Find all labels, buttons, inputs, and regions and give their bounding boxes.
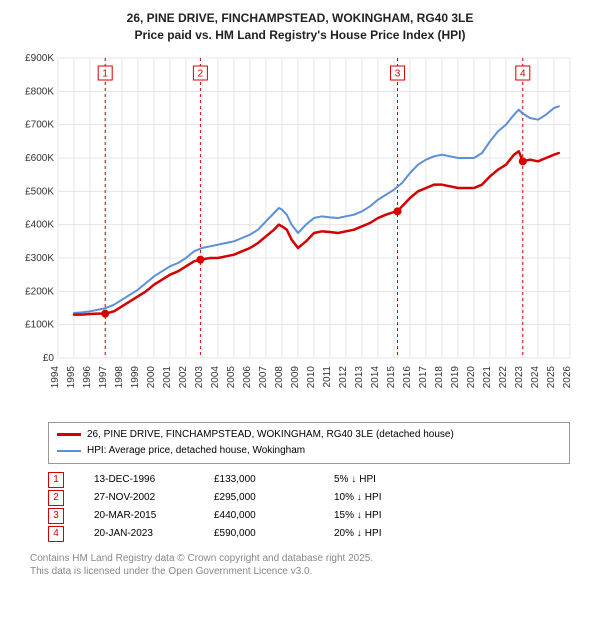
x-tick-label: 2018 [434, 365, 445, 388]
x-tick-label: 2004 [210, 365, 221, 388]
x-tick-label: 2012 [338, 365, 349, 388]
x-tick-label: 2026 [562, 365, 573, 388]
event-row-badge: 1 [48, 472, 64, 488]
legend-label: 26, PINE DRIVE, FINCHAMPSTEAD, WOKINGHAM… [87, 427, 454, 443]
event-date: 13-DEC-1996 [94, 474, 214, 485]
down-arrow-icon [357, 528, 365, 539]
chart-title-block: 26, PINE DRIVE, FINCHAMPSTEAD, WOKINGHAM… [10, 10, 590, 44]
event-marker [196, 255, 204, 263]
y-tick-label: £700K [25, 119, 54, 130]
x-tick-label: 2013 [354, 365, 365, 388]
event-price: £133,000 [214, 474, 334, 485]
x-tick-label: 2025 [546, 365, 557, 388]
event-row-badge: 2 [48, 490, 64, 506]
events-table: 1 13-DEC-1996£133,0005% HPI 2 27-NOV-2002£2… [48, 472, 570, 542]
x-tick-label: 2016 [402, 365, 413, 388]
event-row: 4 20-JAN-2023£590,00020% HPI [48, 526, 570, 542]
x-tick-label: 2008 [274, 365, 285, 388]
event-date: 20-JAN-2023 [94, 528, 214, 539]
x-tick-label: 2015 [386, 365, 397, 388]
x-tick-label: 1995 [66, 365, 77, 388]
legend-swatch [57, 450, 81, 452]
x-tick-label: 2011 [322, 365, 333, 387]
x-tick-label: 2005 [226, 365, 237, 388]
down-arrow-icon [357, 492, 365, 503]
title-line-2: Price paid vs. HM Land Registry's House … [10, 27, 590, 44]
event-row: 1 13-DEC-1996£133,0005% HPI [48, 472, 570, 488]
x-tick-label: 2006 [242, 365, 253, 388]
x-tick-label: 2007 [258, 365, 269, 388]
y-tick-label: £100K [25, 319, 54, 330]
event-badge-number: 3 [395, 68, 401, 79]
y-tick-label: £800K [25, 86, 54, 97]
x-tick-label: 1996 [82, 365, 93, 388]
chart-container: £0 £100K £200K £300K £400K £500K £600K £700K £80… [20, 48, 580, 418]
event-delta: 20% HPI [334, 528, 474, 539]
event-delta: 5% HPI [334, 474, 474, 485]
y-tick-label: £300K [25, 253, 54, 264]
x-tick-label: 2021 [482, 365, 493, 388]
title-line-1: 26, PINE DRIVE, FINCHAMPSTEAD, WOKINGHAM… [10, 10, 590, 27]
x-tick-label: 2014 [370, 365, 381, 388]
y-tick-label: £900K [25, 53, 54, 64]
event-price: £440,000 [214, 510, 334, 521]
event-marker [519, 157, 527, 165]
legend-swatch [57, 433, 81, 436]
event-marker [101, 309, 109, 317]
x-tick-label: 2000 [146, 365, 157, 388]
x-tick-label: 1999 [130, 365, 141, 388]
event-row-badge: 3 [48, 508, 64, 524]
event-badge-number: 2 [198, 68, 204, 79]
x-tick-label: 1994 [50, 365, 61, 388]
y-tick-label: £600K [25, 153, 54, 164]
legend: 26, PINE DRIVE, FINCHAMPSTEAD, WOKINGHAM… [48, 422, 570, 464]
event-date: 27-NOV-2002 [94, 492, 214, 503]
y-tick-label: £0 [43, 353, 55, 364]
event-marker [394, 207, 402, 215]
x-tick-label: 2009 [290, 365, 301, 388]
price-chart: £0 £100K £200K £300K £400K £500K £600K £700K £80… [20, 48, 580, 418]
event-row-badge: 4 [48, 526, 64, 542]
y-tick-label: £400K [25, 219, 54, 230]
down-arrow-icon [357, 510, 365, 521]
event-delta: 10% HPI [334, 492, 474, 503]
event-badge-number: 1 [102, 68, 108, 79]
x-tick-label: 2010 [306, 365, 317, 388]
x-tick-label: 2002 [178, 365, 189, 388]
event-row: 2 27-NOV-2002£295,00010% HPI [48, 490, 570, 506]
legend-item: 26, PINE DRIVE, FINCHAMPSTEAD, WOKINGHAM… [57, 427, 561, 443]
legend-label: HPI: Average price, detached house, Woki… [87, 443, 305, 459]
footer-attribution: Contains HM Land Registry data © Crown c… [30, 552, 570, 578]
x-tick-label: 2017 [418, 365, 429, 388]
x-tick-label: 1998 [114, 365, 125, 388]
y-tick-label: £500K [25, 186, 54, 197]
event-date: 20-MAR-2015 [94, 510, 214, 521]
x-tick-label: 2022 [498, 365, 509, 388]
footer-line-1: Contains HM Land Registry data © Crown c… [30, 552, 570, 565]
event-badge-number: 4 [520, 68, 526, 79]
event-row: 3 20-MAR-2015£440,00015% HPI [48, 508, 570, 524]
y-tick-label: £200K [25, 286, 54, 297]
x-tick-label: 2024 [530, 365, 541, 388]
x-tick-label: 2001 [162, 365, 173, 388]
legend-item: HPI: Average price, detached house, Woki… [57, 443, 561, 459]
x-tick-label: 2023 [514, 365, 525, 388]
x-tick-label: 2003 [194, 365, 205, 388]
event-delta: 15% HPI [334, 510, 474, 521]
footer-line-2: This data is licensed under the Open Gov… [30, 565, 570, 578]
x-tick-label: 2019 [450, 365, 461, 388]
x-tick-label: 2020 [466, 365, 477, 388]
event-price: £295,000 [214, 492, 334, 503]
x-tick-label: 1997 [98, 365, 109, 388]
event-price: £590,000 [214, 528, 334, 539]
